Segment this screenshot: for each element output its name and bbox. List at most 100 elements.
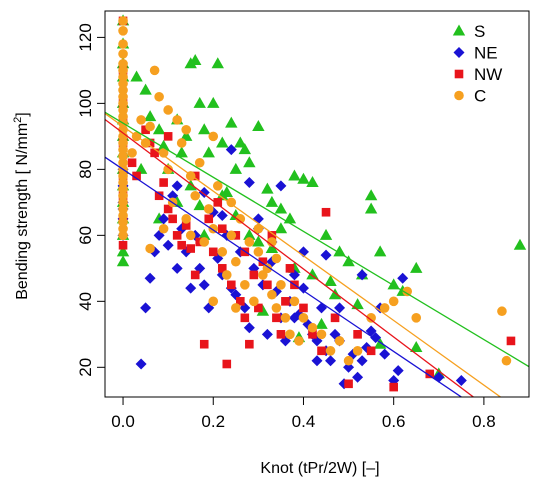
data-point <box>118 91 128 102</box>
data-point <box>189 53 202 65</box>
data-point <box>392 365 404 377</box>
data-point <box>244 237 255 247</box>
data-point <box>308 330 317 339</box>
legend-marker-nw <box>454 69 464 79</box>
data-point <box>163 132 173 141</box>
data-point <box>179 129 193 141</box>
data-point <box>501 355 512 366</box>
data-point <box>118 58 128 69</box>
data-point <box>118 98 128 109</box>
x-tick-label: 0.4 <box>292 412 316 431</box>
data-point <box>177 240 186 250</box>
data-point <box>171 180 183 192</box>
data-point <box>325 355 337 367</box>
data-point <box>212 181 223 191</box>
data-point <box>373 245 387 257</box>
data-point <box>343 355 354 366</box>
legend-marker-ne <box>453 47 465 58</box>
data-point <box>181 221 191 230</box>
data-point <box>297 282 309 294</box>
data-point <box>379 303 390 313</box>
data-point <box>276 330 286 339</box>
data-point <box>397 272 409 284</box>
data-point <box>265 242 279 254</box>
data-point <box>118 39 128 49</box>
data-point <box>118 151 128 161</box>
data-point <box>202 146 215 158</box>
data-point <box>288 169 301 181</box>
fit-line-c <box>105 113 502 397</box>
data-point <box>285 329 295 340</box>
data-point <box>240 280 250 290</box>
data-point <box>316 302 328 314</box>
data-point <box>333 245 346 257</box>
data-point <box>144 272 156 284</box>
data-point <box>181 124 191 135</box>
data-point <box>207 96 220 108</box>
data-point <box>252 235 265 247</box>
data-point <box>344 379 353 389</box>
data-point <box>184 179 197 191</box>
data-point <box>243 322 255 334</box>
data-point <box>288 312 300 324</box>
data-point <box>217 264 227 273</box>
series-s <box>116 14 527 379</box>
data-point <box>145 243 155 254</box>
data-point <box>199 237 210 247</box>
data-point <box>118 223 128 234</box>
data-point <box>141 125 150 135</box>
data-point <box>245 339 254 349</box>
data-point <box>226 230 237 241</box>
data-point <box>402 286 413 297</box>
data-point <box>249 270 259 280</box>
data-point <box>208 131 219 142</box>
data-point <box>118 138 128 148</box>
data-point <box>274 222 288 234</box>
data-point <box>226 197 237 208</box>
regression-lines <box>105 111 529 397</box>
data-point <box>275 180 287 192</box>
data-point <box>240 313 250 323</box>
data-point <box>334 336 345 346</box>
data-point <box>283 212 297 224</box>
data-point <box>319 228 333 240</box>
data-point <box>267 237 277 247</box>
data-point <box>220 185 233 197</box>
data-point <box>352 371 364 383</box>
data-point <box>258 257 268 267</box>
data-point <box>387 278 400 290</box>
data-point <box>271 253 282 264</box>
data-point <box>311 355 323 367</box>
legend-marker-s <box>452 24 466 36</box>
data-point <box>127 148 137 158</box>
data-point <box>225 144 237 156</box>
data-point <box>289 296 300 307</box>
data-point <box>280 313 291 323</box>
data-point <box>118 197 128 208</box>
data-point <box>276 280 286 290</box>
data-point <box>150 148 159 158</box>
data-point <box>118 131 128 142</box>
data-point <box>118 177 128 188</box>
data-point <box>217 224 227 234</box>
data-point <box>163 105 173 115</box>
data-point <box>159 178 168 187</box>
data-point <box>328 288 342 300</box>
data-point <box>118 217 128 227</box>
data-point <box>118 72 128 82</box>
data-point <box>455 375 467 387</box>
data-point <box>297 172 310 184</box>
data-point <box>221 270 232 280</box>
data-point <box>118 111 128 122</box>
data-point <box>211 57 224 69</box>
data-point <box>253 247 264 257</box>
data-point <box>262 263 273 274</box>
data-point <box>139 83 152 95</box>
data-point <box>261 328 273 340</box>
data-point <box>330 313 340 323</box>
data-point <box>261 182 274 194</box>
data-point <box>118 65 128 76</box>
data-point <box>190 270 200 280</box>
data-point <box>256 304 270 316</box>
data-point <box>118 105 128 115</box>
